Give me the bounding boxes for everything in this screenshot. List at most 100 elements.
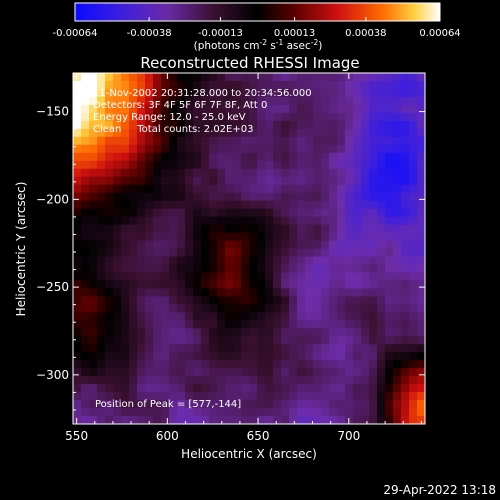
image-pixel — [177, 392, 186, 401]
image-pixel — [313, 152, 322, 162]
image-pixel — [321, 336, 330, 345]
image-pixel — [145, 416, 154, 424]
image-pixel — [265, 192, 274, 202]
image-pixel — [217, 376, 226, 385]
image-pixel — [97, 216, 106, 226]
image-pixel — [241, 120, 250, 130]
image-pixel — [81, 416, 90, 424]
image-pixel — [153, 176, 162, 186]
image-pixel — [313, 264, 322, 274]
image-pixel — [417, 296, 425, 305]
image-pixel — [89, 376, 98, 385]
image-pixel — [321, 224, 330, 234]
image-pixel — [185, 360, 194, 369]
image-pixel — [257, 216, 266, 226]
image-pixel — [217, 304, 226, 313]
image-pixel — [273, 304, 282, 313]
image-pixel — [393, 312, 402, 321]
image-pixel — [393, 336, 402, 345]
image-pixel — [385, 88, 394, 98]
image-pixel — [121, 376, 130, 385]
image-pixel — [137, 280, 146, 289]
image-pixel — [417, 120, 425, 130]
image-pixel — [169, 248, 178, 258]
image-pixel — [353, 392, 362, 401]
image-pixel — [369, 336, 378, 345]
image-pixel — [241, 288, 250, 297]
image-pixel — [217, 73, 226, 82]
image-pixel — [345, 240, 354, 250]
image-pixel — [385, 136, 394, 146]
image-pixel — [281, 216, 290, 226]
image-pixel — [297, 88, 306, 98]
image-pixel — [297, 360, 306, 369]
image-pixel — [417, 176, 425, 186]
image-pixel — [97, 120, 106, 130]
image-pixel — [233, 296, 242, 305]
image-pixel — [281, 192, 290, 202]
image-pixel — [361, 408, 370, 417]
image-pixel — [113, 264, 122, 274]
image-pixel — [225, 88, 234, 98]
image-pixel — [281, 200, 290, 210]
image-pixel — [209, 256, 218, 266]
image-pixel — [153, 104, 162, 114]
image-pixel — [329, 304, 338, 313]
image-pixel — [401, 240, 410, 250]
image-pixel — [81, 384, 90, 393]
image-pixel — [177, 152, 186, 162]
image-pixel — [233, 144, 242, 154]
image-pixel — [265, 256, 274, 266]
image-pixel — [361, 224, 370, 234]
image-pixel — [417, 88, 425, 98]
image-pixel — [225, 384, 234, 393]
image-pixel — [353, 136, 362, 146]
image-pixel — [105, 112, 114, 122]
image-pixel — [297, 400, 306, 409]
image-pixel — [145, 376, 154, 385]
image-pixel — [329, 120, 338, 130]
image-pixel — [137, 80, 146, 90]
image-pixel — [177, 73, 186, 82]
image-pixel — [209, 232, 218, 242]
image-pixel — [353, 368, 362, 377]
image-pixel — [321, 104, 330, 114]
image-pixel — [265, 144, 274, 154]
image-pixel — [105, 144, 114, 154]
image-pixel — [129, 192, 138, 202]
image-pixel — [241, 408, 250, 417]
image-pixel — [305, 232, 314, 242]
image-pixel — [377, 344, 386, 353]
image-pixel — [393, 128, 402, 138]
image-pixel — [265, 392, 274, 401]
image-pixel — [305, 256, 314, 266]
image-pixel — [337, 352, 346, 361]
image-pixel — [145, 120, 154, 130]
image-pixel — [417, 416, 425, 424]
image-pixel — [337, 112, 346, 122]
image-pixel — [121, 336, 130, 345]
image-pixel — [273, 224, 282, 234]
image-pixel — [417, 280, 425, 289]
image-pixel — [177, 408, 186, 417]
image-pixel — [401, 104, 410, 114]
image-pixel — [129, 296, 138, 305]
image-pixel — [81, 360, 90, 369]
image-pixel — [73, 336, 82, 345]
image-pixel — [81, 320, 90, 329]
image-pixel — [233, 88, 242, 98]
image-pixel — [233, 272, 242, 282]
image-pixel — [97, 392, 106, 401]
image-pixel — [161, 184, 170, 194]
image-pixel — [289, 128, 298, 138]
image-pixel — [137, 376, 146, 385]
image-pixel — [345, 104, 354, 114]
image-pixel — [81, 168, 90, 178]
image-pixel — [129, 112, 138, 122]
image-pixel — [209, 368, 218, 377]
image-pixel — [313, 120, 322, 130]
image-pixel — [409, 328, 418, 337]
image-pixel — [385, 208, 394, 218]
image-pixel — [145, 304, 154, 313]
colorbar-gradient — [74, 2, 441, 22]
